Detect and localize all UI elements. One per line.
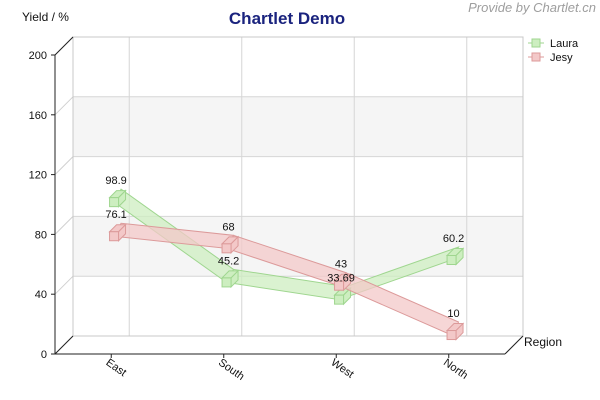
series-point-jesy <box>109 231 120 242</box>
gridline-side <box>54 156 74 175</box>
plot-background <box>73 37 523 336</box>
legend-item-jesy: Jesy <box>528 52 573 64</box>
series-point-laura <box>109 197 120 208</box>
x-tick-label: East <box>104 357 129 379</box>
data-label: 10 <box>447 308 459 320</box>
x-tick-label: West <box>329 357 356 381</box>
y-axis-label: Yield / % <box>22 10 69 24</box>
x-tick-label: South <box>216 357 246 383</box>
data-label: 98.9 <box>105 175 126 187</box>
gridline-side <box>54 96 74 116</box>
gridline-side <box>54 275 74 295</box>
plot-band <box>73 96 523 157</box>
series-point-jesy <box>334 280 345 291</box>
y-tick-label: 0 <box>41 349 47 361</box>
y-tick-label: 160 <box>29 110 47 122</box>
y-tick-label: 80 <box>35 229 47 241</box>
legend-swatch-laura <box>531 38 541 48</box>
data-label: 45.2 <box>218 255 239 267</box>
series-point-jesy <box>221 243 232 254</box>
data-label: 43 <box>335 259 347 271</box>
legend-label-jesy: Jesy <box>550 52 573 64</box>
legend-swatch-jesy <box>531 52 541 62</box>
legend-label-laura: Laura <box>550 38 579 50</box>
data-label: 68 <box>222 221 234 233</box>
plot-band <box>73 156 523 217</box>
x-tick-label: North <box>441 357 470 382</box>
y-tick-label: 200 <box>29 50 47 62</box>
back-wall <box>72 36 524 337</box>
floor-left-edge <box>54 335 74 355</box>
series-point-laura <box>334 294 345 305</box>
chart-title: Chartlet Demo <box>229 9 345 28</box>
series <box>108 188 465 341</box>
y-tick-label: 120 <box>29 170 47 182</box>
x-axis-label: Region <box>524 335 562 349</box>
gridline-side <box>54 216 74 235</box>
data-label: 33.69 <box>327 273 355 285</box>
data-label: 60.2 <box>443 233 464 245</box>
series-point-laura <box>221 277 232 288</box>
credit-text: Provide by Chartlet.cn <box>468 0 596 15</box>
legend: Laura Jesy <box>528 38 579 64</box>
legend-item-laura: Laura <box>528 38 579 50</box>
series-point-jesy <box>446 330 457 341</box>
data-labels: 98.9 45.2 33.69 60.2 76.1 68 43 10 <box>105 175 464 320</box>
y-axis-top-edge <box>54 36 74 56</box>
y-tick-label: 40 <box>35 289 47 301</box>
axes: 0 40 80 120 160 200 East South West North <box>29 36 524 383</box>
series-point-laura <box>446 255 457 266</box>
grid <box>54 36 524 355</box>
floor-right-edge <box>504 335 524 355</box>
data-label: 76.1 <box>105 209 126 221</box>
plot-band <box>73 37 523 97</box>
